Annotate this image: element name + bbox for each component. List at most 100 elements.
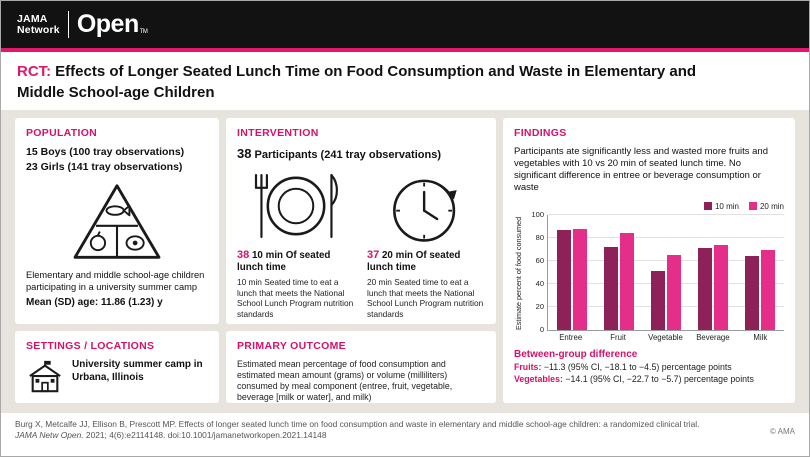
citation-line2: JAMA Netw Open. 2021; 4(6):e2114148. doi… [15,430,749,441]
logo-jama-network: JAMA Network [17,12,60,36]
boys-count-line: 15 Boys (100 tray observations) [26,146,208,158]
bar-20min-fruit [619,233,634,330]
arm-20-description: 20 min Seated time to eat a lunch that m… [367,277,484,319]
x-category-label: Vegetable [648,333,683,342]
logo-open-text: Open TM [77,10,148,39]
y-tick-label: 80 [535,233,544,242]
arm-10-min: 38 10 min Of seated lunch time 10 min Se… [237,165,355,319]
jama-network-open-logo: JAMA Network Open TM [17,10,148,39]
settings-body: University summer camp in Urbana, Illino… [26,359,208,395]
boys-number: 15 [26,146,38,158]
citation-footer: Burg X, Metcalfe JJ, Ellison B, Prescott… [1,413,809,445]
intervention-arms: 38 10 min Of seated lunch time 10 min Se… [237,165,485,319]
page-title: Effects of Longer Seated Lunch Time on F… [17,63,697,101]
study-type-tag: RCT: [17,63,52,80]
intervention-panel: INTERVENTION 38 Participants (241 tray o… [226,118,496,324]
arm-20-min: 37 20 min Of seated lunch time 20 min Se… [367,165,485,319]
vegetables-label: Vegetables: [514,374,563,384]
y-tick-label: 100 [531,210,544,219]
girls-detail: (141 tray observations) [67,161,183,173]
intervention-heading: INTERVENTION [237,127,319,139]
arm-20-title-text: 20 min Of seated lunch time [367,250,461,273]
participants-number: 38 [237,146,252,161]
y-axis-label: Estimate percent of food consumed [514,216,523,330]
legend-label: 10 min [714,201,739,211]
y-tick-label: 40 [535,279,544,288]
fruits-value: −11.3 (95% CI, −18.1 to −4.5) percentage… [543,362,732,372]
bar-group-fruit [595,215,642,330]
arm-10-description: 10 min Seated time to eat a lunch that m… [237,277,354,319]
logo-open-word: Open [76,10,139,38]
chart-plot: 0 20 40 60 80 100 [531,210,784,334]
legend-label: 20 min [759,201,784,211]
citation-journal: JAMA Netw Open. [15,430,84,440]
bar-group-vegetable [642,215,689,330]
copyright: © AMA [769,427,795,436]
x-category-label: Milk [753,333,768,342]
bar-20min-beverage [714,244,729,330]
boys-label: Boys [40,146,67,158]
clock-icon [367,165,485,247]
arm-10-title: 38 10 min Of seated lunch time [237,249,355,274]
school-icon [26,359,64,395]
settings-text: University summer camp in Urbana, Illino… [72,359,203,383]
findings-heading: FINDINGS [514,127,567,139]
arm-20-title: 37 20 min Of seated lunch time [367,249,485,274]
population-heading: POPULATION [26,127,98,139]
girls-number: 23 [26,161,38,173]
bar-10min-entree [556,229,571,330]
bar-group-beverage [690,215,737,330]
population-panel: POPULATION 15 Boys (100 tray observation… [15,118,219,324]
bars-row [548,215,784,330]
logo-jama-text: JAMA [17,12,48,25]
header-bar: JAMA Network Open TM [1,1,809,48]
bar-10min-beverage [698,248,713,330]
girls-label: Girls [40,161,65,173]
vegetables-difference: Vegetables: −14.1 (95% CI, −22.7 to −5.7… [514,374,784,385]
title-block: RCT: Effects of Longer Seated Lunch Time … [1,52,761,110]
gridline [548,306,784,307]
arm-10-title-text: 10 min Of seated lunch time [237,250,331,273]
y-tick-label: 0 [539,325,544,334]
primary-outcome-panel: PRIMARY OUTCOME Estimated mean percentag… [226,331,496,403]
bar-20min-vegetable [667,255,681,330]
gridline [548,283,784,284]
legend-swatch [703,202,712,210]
x-category-label: Beverage [696,333,730,342]
between-group-difference: Between-group difference Fruits: −11.3 (… [514,349,784,385]
bar-10min-milk [745,256,760,330]
gridline [548,237,784,238]
bar-20min-entree [572,228,587,330]
bar-10min-fruit [603,247,618,330]
bar-20min-milk [761,249,776,330]
participants-label: Participants (241 tray observations) [254,149,441,161]
between-group-heading: Between-group difference [514,349,638,360]
logo-divider [67,11,69,38]
y-tick-label: 20 [535,302,544,311]
participants-line: 38 Participants (241 tray observations) [237,146,485,161]
arm-10-number: 38 [237,249,250,261]
citation-line1: Burg X, Metcalfe JJ, Ellison B, Prescott… [15,419,700,429]
gridline [548,214,784,215]
boys-detail: (100 tray observations) [69,146,185,158]
primary-outcome-text: Estimated mean percentage of food consum… [237,359,453,402]
chart-body: Estimate percent of food consumed 0 20 40 6… [514,210,784,342]
chart-legend: 10 min 20 min [514,200,784,212]
arm-20-number: 37 [367,249,380,261]
fruits-label: Fruits: [514,362,542,372]
legend-item-10-min: 10 min [703,200,739,212]
gridline [548,260,784,261]
food-pyramid-icon [26,181,208,263]
x-axis-labels: Entree Fruit Vegetable Beverage Milk [547,333,784,342]
primary-outcome-heading: PRIMARY OUTCOME [237,340,346,352]
bar-group-milk [737,215,784,330]
legend-swatch [748,202,757,210]
findings-chart: 10 min 20 min Estimate percent of food co… [514,200,784,342]
citation-detail: 2021; 4(6):e2114148. doi:10.1001/jamanet… [83,430,327,440]
population-description: Elementary and middle school-age childre… [26,270,205,292]
bar-group-entree [548,215,595,330]
plate-fork-knife-icon [237,165,355,247]
logo-trademark: TM [139,29,148,35]
x-category-label: Fruit [610,333,626,342]
